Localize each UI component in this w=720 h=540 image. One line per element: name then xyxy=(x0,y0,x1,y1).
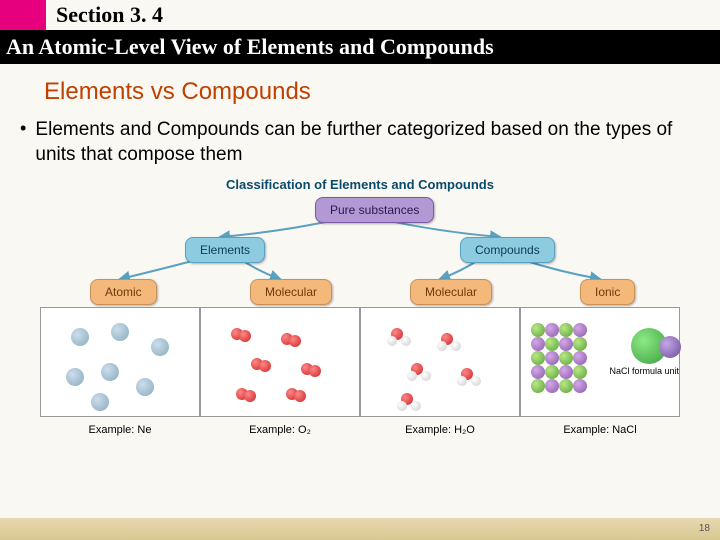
example-nacl: NaCl formula unit Example: NaCl xyxy=(520,307,680,417)
footer-bar xyxy=(0,518,720,540)
nacl-formula-unit xyxy=(631,328,681,364)
accent-box xyxy=(0,0,46,30)
diagram-title: Classification of Elements and Compounds xyxy=(40,177,680,192)
example-h2o: Example: H₂O xyxy=(360,307,520,417)
example-label-ne: Example: Ne xyxy=(41,424,199,436)
node-pure-substances: Pure substances xyxy=(315,197,434,223)
node-molecular-comp: Molecular xyxy=(410,279,492,305)
node-molecular-elem: Molecular xyxy=(250,279,332,305)
bullet-marker: • xyxy=(20,118,35,167)
node-elements: Elements xyxy=(185,237,265,263)
classification-diagram: Classification of Elements and Compounds… xyxy=(40,177,680,192)
example-label-h2o: Example: H₂O xyxy=(361,424,519,436)
slide-title: Elements vs Compounds xyxy=(44,78,720,106)
node-compounds: Compounds xyxy=(460,237,555,263)
bullet-text: Elements and Compounds can be further ca… xyxy=(35,118,690,167)
section-label: Section 3. 4 xyxy=(46,0,173,30)
nacl-unit-label: NaCl formula unit xyxy=(609,366,679,376)
header: Section 3. 4 xyxy=(0,0,720,30)
page-number: 18 xyxy=(699,523,710,534)
bullet-item: • Elements and Compounds can be further … xyxy=(20,118,690,167)
subtitle-bar: An Atomic-Level View of Elements and Com… xyxy=(0,30,720,64)
node-ionic: Ionic xyxy=(580,279,635,305)
example-o2: Example: O₂ xyxy=(200,307,360,417)
node-atomic: Atomic xyxy=(90,279,157,305)
examples-row: Example: Ne Example: O₂ Example: H₂O xyxy=(40,307,680,417)
example-ne: Example: Ne xyxy=(40,307,200,417)
example-label-nacl: Example: NaCl xyxy=(521,424,679,436)
example-label-o2: Example: O₂ xyxy=(201,424,359,436)
